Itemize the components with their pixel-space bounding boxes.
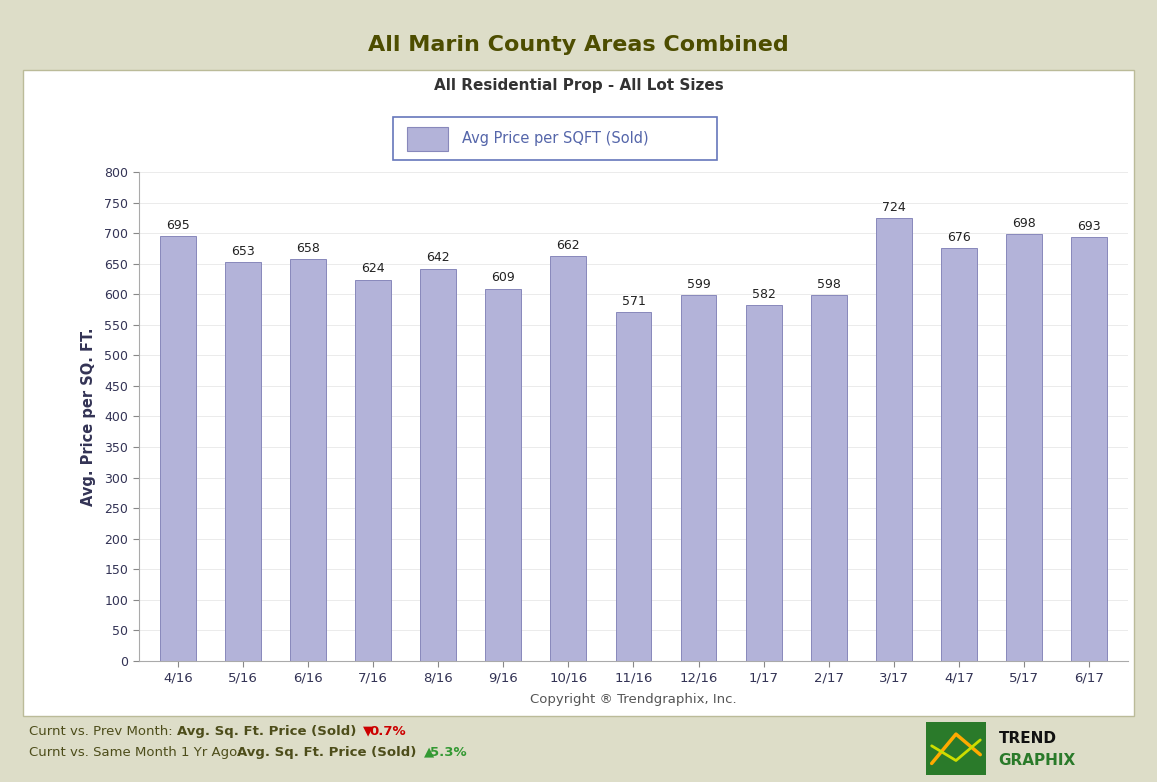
Text: ▼: ▼: [363, 725, 374, 737]
Text: 653: 653: [231, 245, 255, 257]
FancyBboxPatch shape: [393, 117, 717, 160]
Bar: [811, 296, 847, 661]
Text: 693: 693: [1077, 221, 1100, 233]
Bar: [941, 248, 977, 661]
Bar: [355, 279, 391, 661]
Text: 658: 658: [296, 242, 320, 254]
Bar: [420, 268, 456, 661]
Text: 571: 571: [621, 295, 646, 307]
Text: 676: 676: [946, 231, 971, 243]
Text: Avg. Sq. Ft. Price (Sold): Avg. Sq. Ft. Price (Sold): [237, 746, 421, 759]
Text: All Marin County Areas Combined: All Marin County Areas Combined: [368, 35, 789, 56]
Bar: [551, 256, 587, 661]
Bar: [226, 262, 260, 661]
X-axis label: Copyright ® Trendgraphix, Inc.: Copyright ® Trendgraphix, Inc.: [530, 693, 737, 705]
FancyBboxPatch shape: [407, 127, 448, 151]
Text: Avg Price per SQFT (Sold): Avg Price per SQFT (Sold): [462, 131, 648, 146]
Text: 642: 642: [427, 251, 450, 264]
Text: 662: 662: [557, 239, 580, 252]
Text: ▲: ▲: [423, 746, 434, 759]
Bar: [486, 289, 521, 661]
Bar: [680, 295, 716, 661]
Text: GRAPHIX: GRAPHIX: [998, 753, 1076, 768]
Text: TREND: TREND: [998, 730, 1056, 746]
Bar: [876, 218, 912, 661]
Text: 582: 582: [752, 288, 775, 301]
Text: Curnt vs. Prev Month:: Curnt vs. Prev Month:: [29, 725, 177, 737]
Text: 599: 599: [686, 278, 710, 291]
Text: Avg. Sq. Ft. Price (Sold): Avg. Sq. Ft. Price (Sold): [177, 725, 361, 737]
Y-axis label: Avg. Price per SQ. FT.: Avg. Price per SQ. FT.: [81, 327, 96, 506]
Bar: [160, 236, 196, 661]
Text: Curnt vs. Same Month 1 Yr Ago:: Curnt vs. Same Month 1 Yr Ago:: [29, 746, 245, 759]
Text: 598: 598: [817, 278, 841, 291]
Text: All Residential Prop - All Lot Sizes: All Residential Prop - All Lot Sizes: [434, 78, 723, 93]
Text: 0.7%: 0.7%: [370, 725, 406, 737]
Bar: [746, 305, 781, 661]
FancyBboxPatch shape: [23, 70, 1134, 716]
Bar: [1007, 235, 1041, 661]
Bar: [616, 312, 651, 661]
Text: 695: 695: [165, 219, 190, 232]
Text: 698: 698: [1012, 217, 1036, 230]
Text: 5.3%: 5.3%: [430, 746, 466, 759]
Text: 624: 624: [361, 262, 385, 275]
Text: 609: 609: [492, 271, 515, 285]
Bar: [1071, 238, 1107, 661]
FancyBboxPatch shape: [926, 723, 986, 775]
Bar: [290, 259, 326, 661]
Text: 724: 724: [882, 201, 906, 214]
